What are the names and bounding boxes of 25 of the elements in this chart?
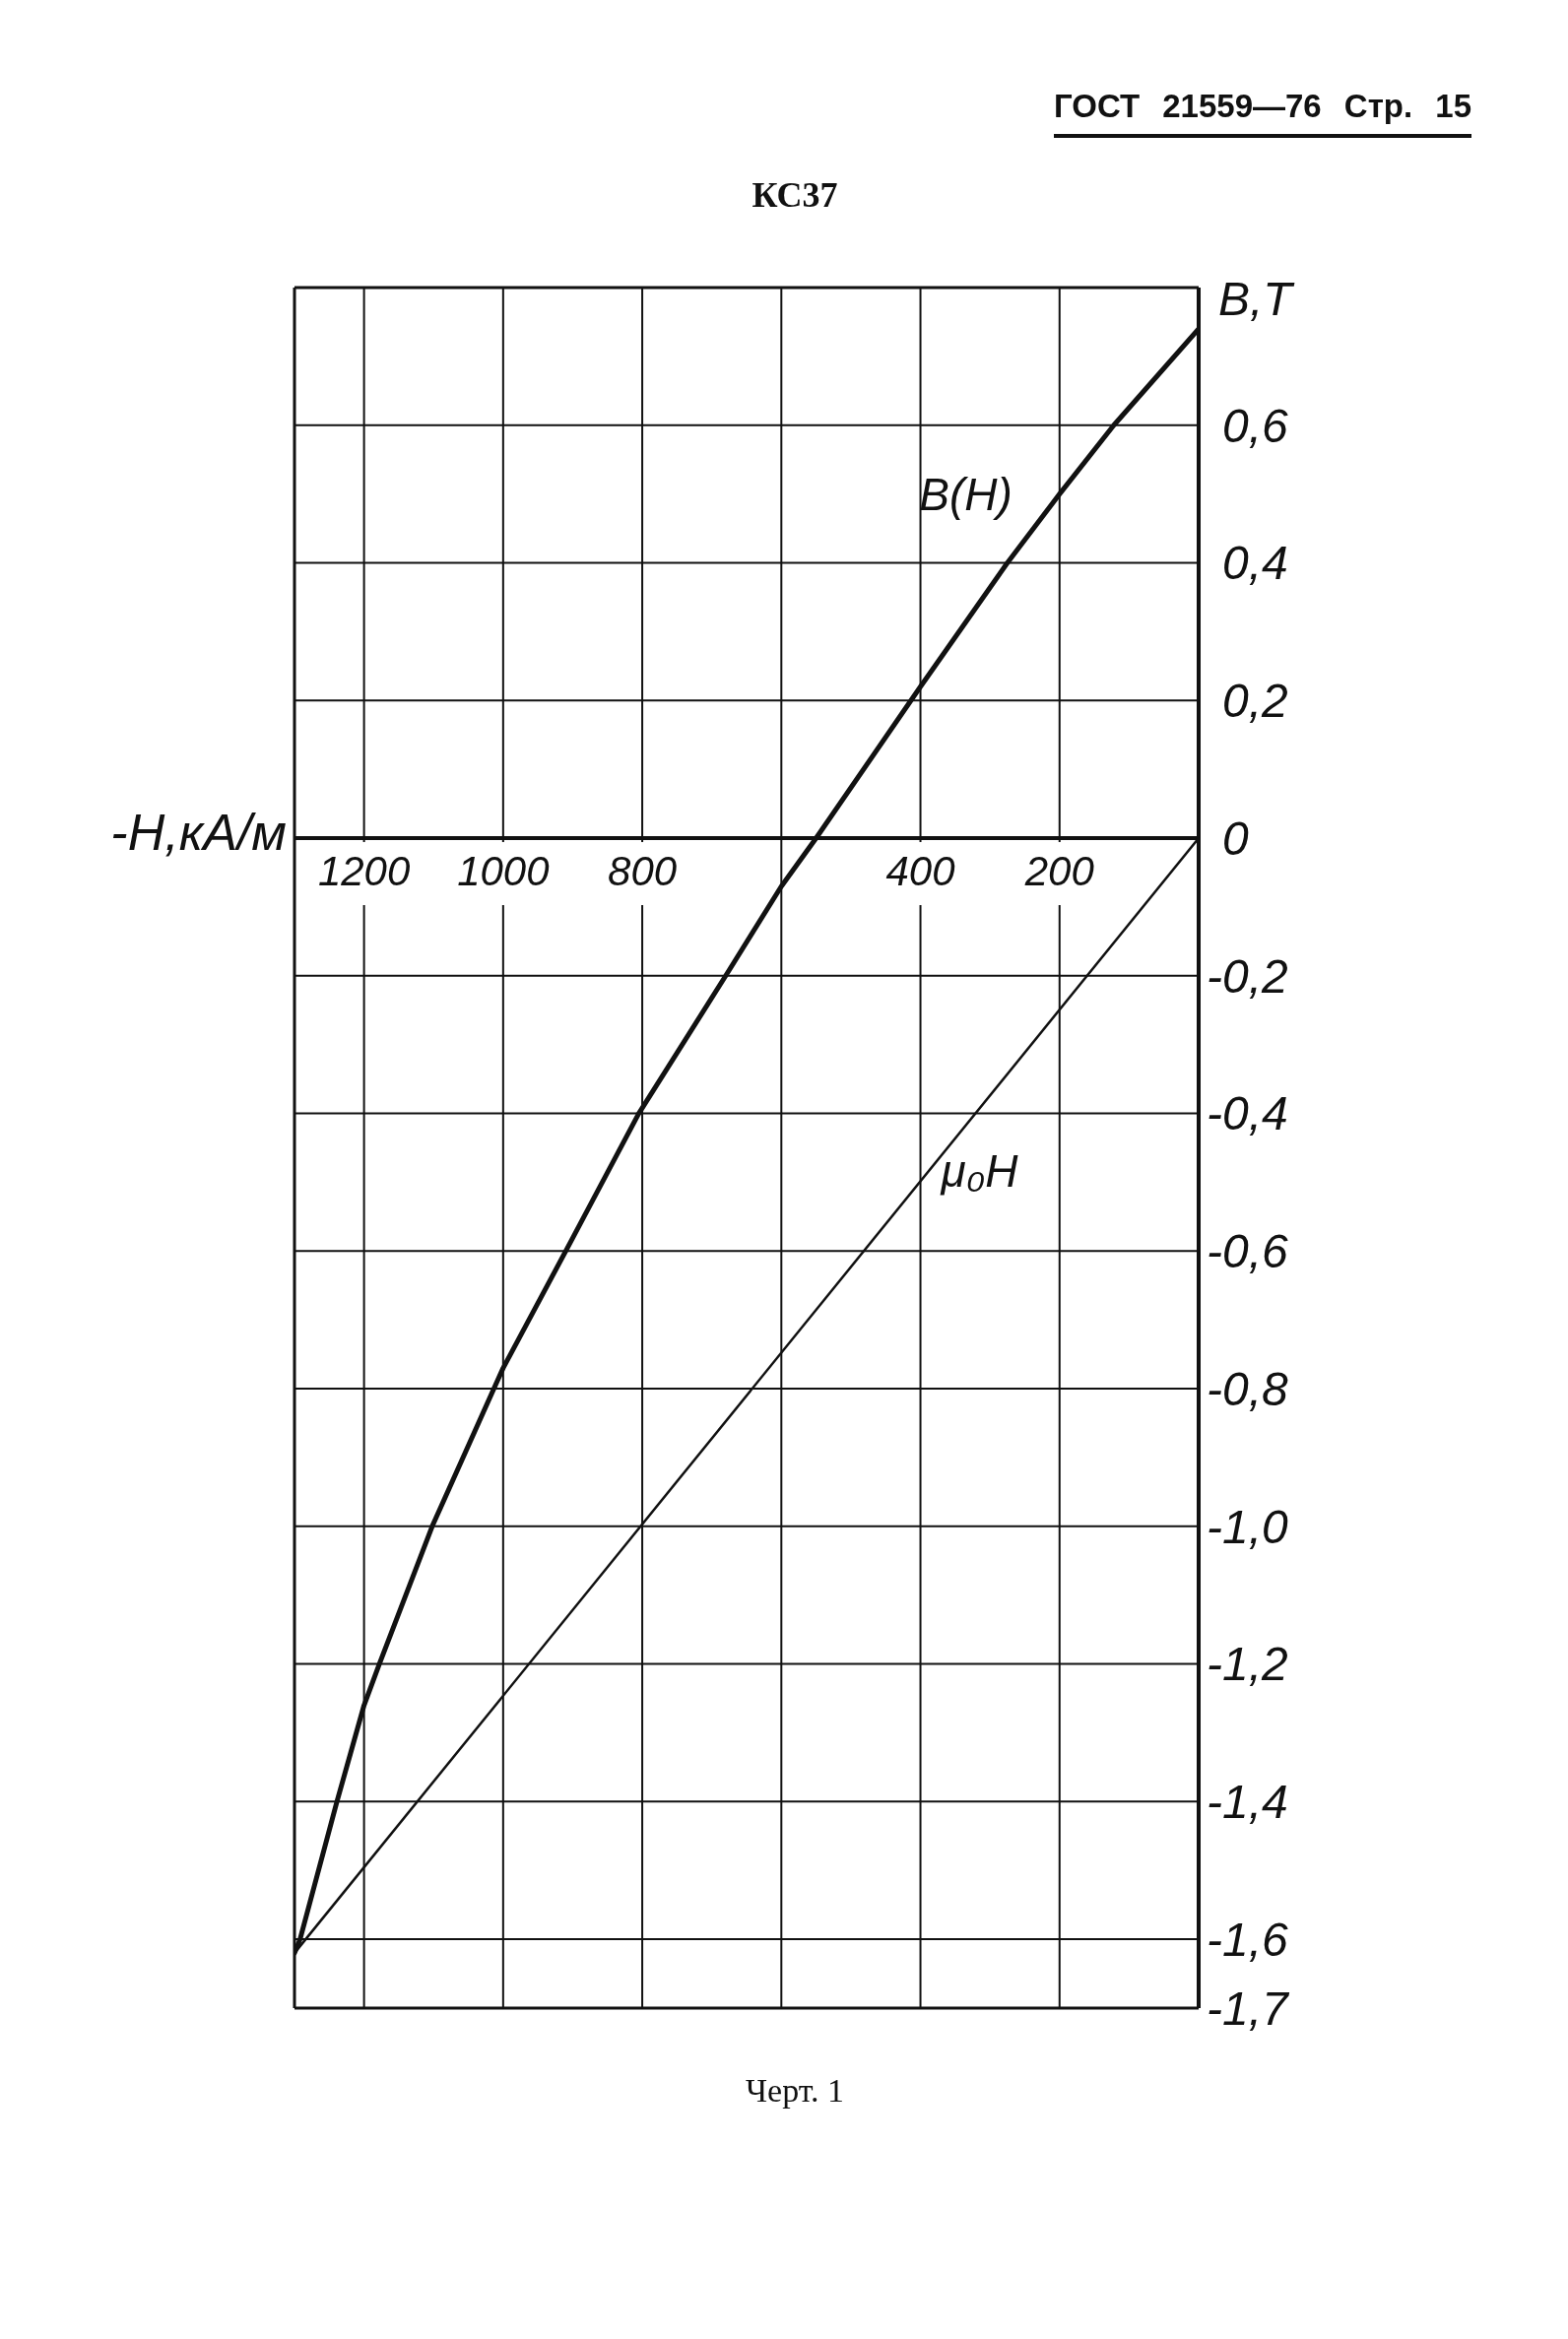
- y-tick-label: -0,6: [1207, 1225, 1289, 1278]
- x-tick-label: 1200: [317, 848, 411, 895]
- y-tick-label: -1,4: [1207, 1776, 1288, 1829]
- y-tick-label: -0,4: [1207, 1087, 1288, 1140]
- series-label: μ₀H: [940, 1144, 1019, 1197]
- x-tick-label: 800: [608, 848, 678, 895]
- text: ГОСТ 21559—76 Стр. 15: [1054, 88, 1471, 139]
- y-tick-label: -0,2: [1207, 949, 1288, 1003]
- y-tick-label: -0,8: [1207, 1362, 1289, 1415]
- y-tick-label: 0,4: [1222, 537, 1288, 590]
- y-tick-label: 0,6: [1222, 399, 1289, 452]
- chart-title: КС37: [751, 175, 839, 215]
- y-axis-title: B,Т: [1218, 273, 1296, 325]
- y-tick-label: 0: [1222, 812, 1249, 865]
- x-tick-label: 200: [1023, 848, 1095, 895]
- y-tick-label: -1,6: [1207, 1913, 1289, 1966]
- x-tick-label: 400: [885, 848, 956, 895]
- x-axis-title: -H,кА/м: [110, 804, 287, 862]
- y-tick-label: 0,2: [1222, 675, 1288, 728]
- text: Черт. 1: [744, 2072, 845, 2109]
- y-tick-label: -1,7: [1207, 1982, 1291, 2035]
- x-tick-label: 1000: [457, 848, 551, 895]
- y-tick-label: -1,2: [1207, 1638, 1288, 1691]
- series-label: B(H): [919, 468, 1013, 520]
- y-tick-label: -1,0: [1207, 1500, 1289, 1553]
